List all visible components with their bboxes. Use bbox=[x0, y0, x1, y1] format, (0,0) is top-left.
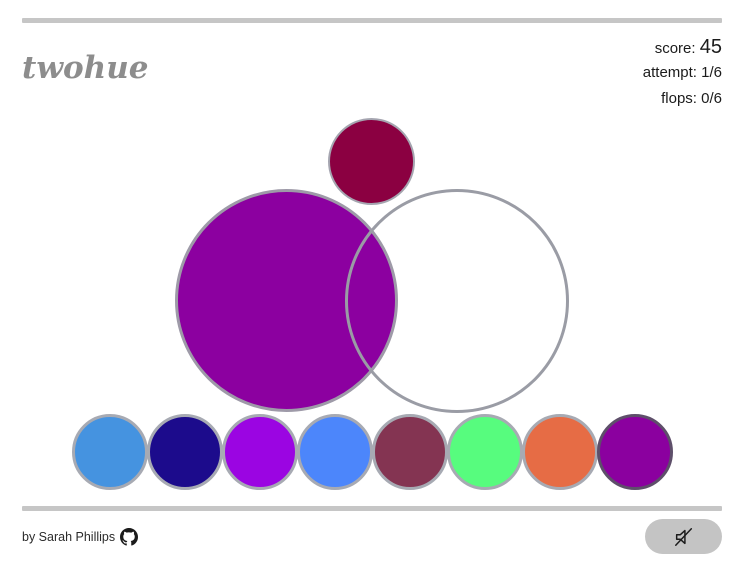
credit-text: by Sarah Phillips bbox=[22, 530, 116, 544]
attempt-label: attempt: bbox=[642, 64, 697, 81]
palette-swatch-navy[interactable] bbox=[147, 414, 223, 490]
github-icon[interactable] bbox=[120, 528, 139, 546]
palette-swatch-plum[interactable] bbox=[372, 414, 448, 490]
palette-swatch-mint[interactable] bbox=[447, 414, 523, 490]
footer-credit: by Sarah Phillips bbox=[22, 528, 139, 546]
attempt-line: attempt: 1/6 bbox=[643, 60, 722, 86]
score-value: 45 bbox=[699, 36, 722, 58]
flops-line: flops: 0/6 bbox=[643, 86, 722, 112]
flops-label: flops: bbox=[661, 90, 697, 107]
flops-value: 0/6 bbox=[701, 90, 722, 107]
mute-icon bbox=[674, 527, 692, 546]
stats-panel: score: 45 attempt: 1/6 flops: 0/6 bbox=[643, 34, 722, 112]
mix-circle-right[interactable] bbox=[345, 189, 569, 413]
sound-toggle-button[interactable] bbox=[645, 519, 722, 554]
logo: twohue bbox=[22, 50, 149, 86]
top-divider bbox=[22, 18, 722, 23]
palette-swatch-purple[interactable] bbox=[597, 414, 673, 490]
score-label: score: bbox=[654, 40, 696, 57]
score-line: score: 45 bbox=[643, 34, 722, 60]
palette-swatch-violet[interactable] bbox=[222, 414, 298, 490]
palette-swatch-sky-blue[interactable] bbox=[72, 414, 148, 490]
attempt-value: 1/6 bbox=[701, 64, 722, 81]
bottom-divider bbox=[22, 506, 722, 511]
target-color-circle bbox=[328, 118, 415, 205]
palette-swatch-cornflower[interactable] bbox=[297, 414, 373, 490]
color-palette bbox=[72, 414, 673, 490]
palette-swatch-coral[interactable] bbox=[522, 414, 598, 490]
